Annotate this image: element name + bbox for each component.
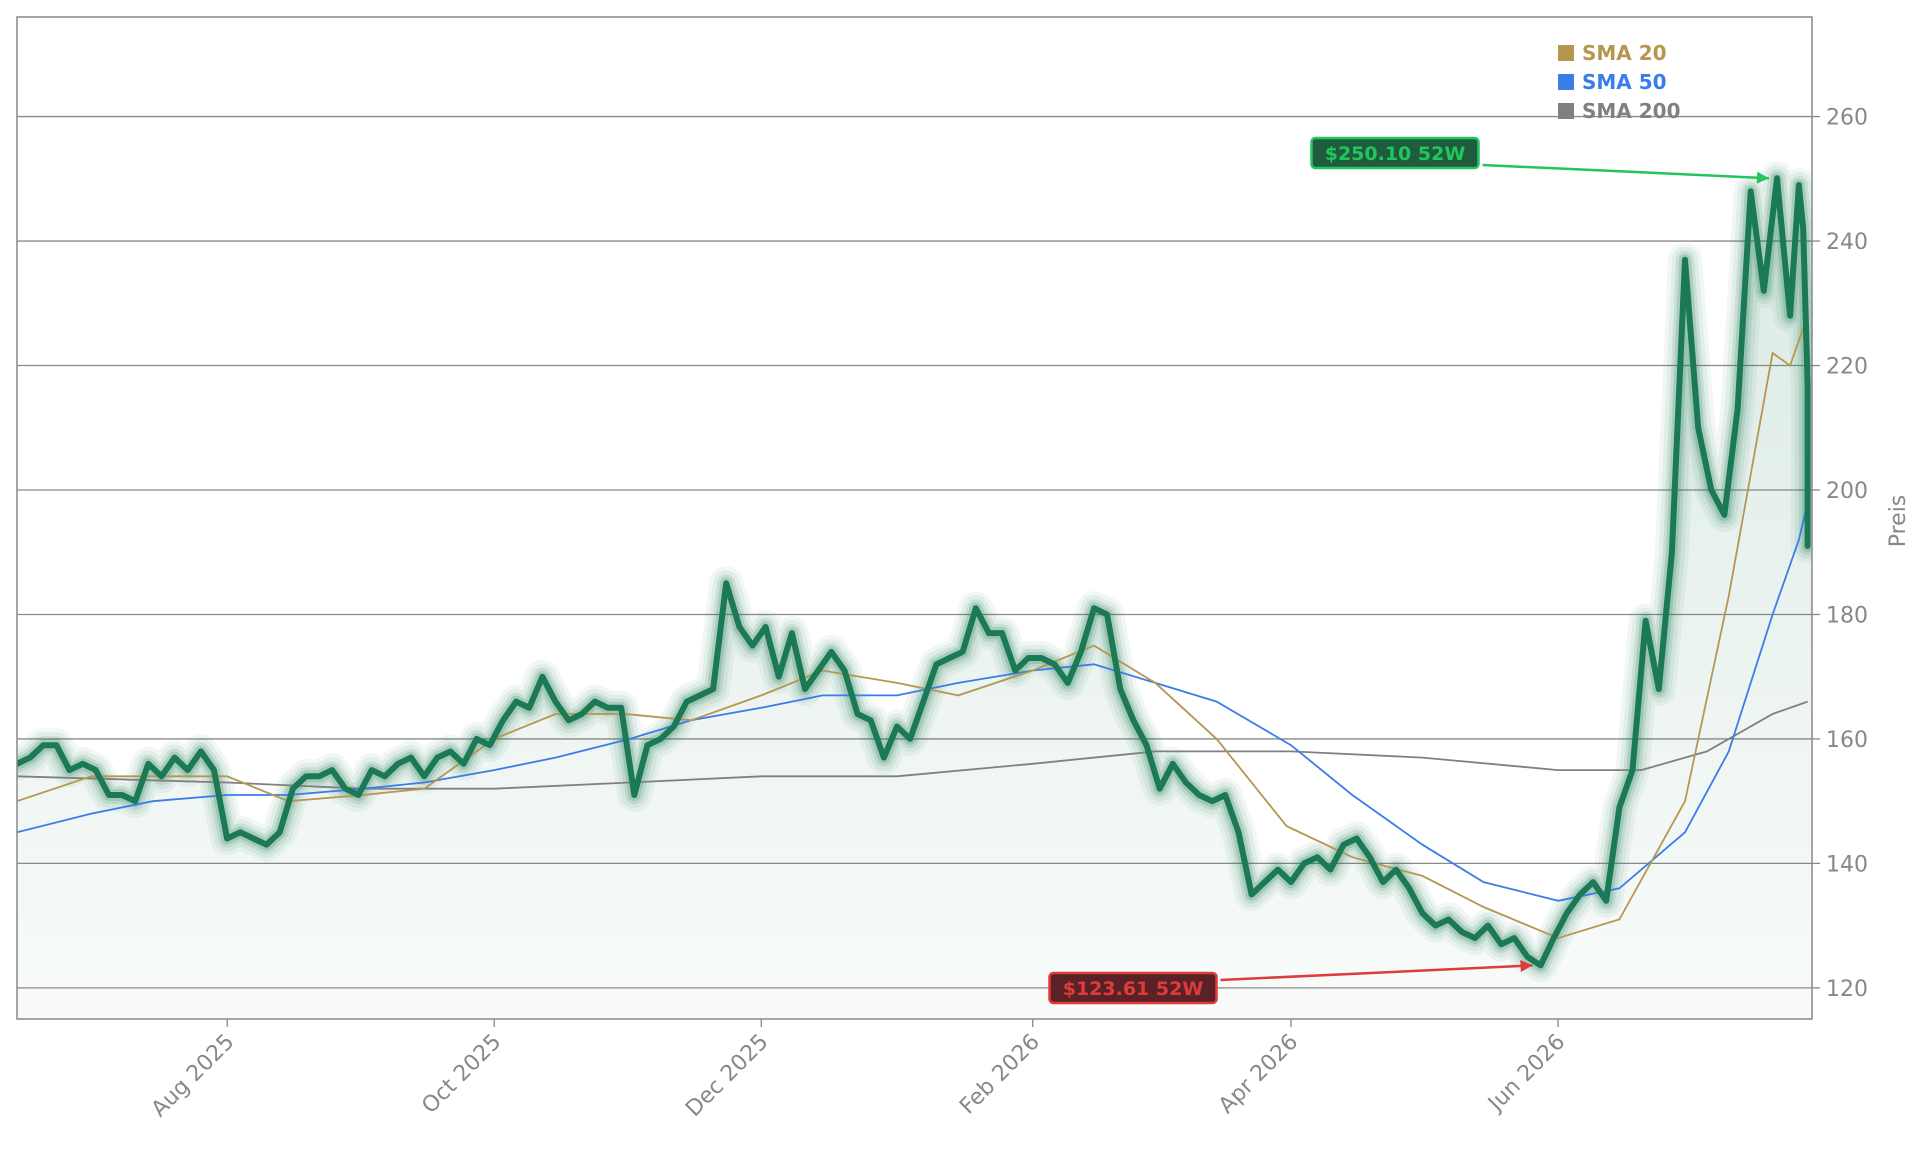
y-tick-label: 260 (1826, 106, 1868, 131)
legend-swatch (1558, 74, 1574, 90)
annotation-arrow (1220, 964, 1533, 982)
annotation-label: $250.10 52W (1325, 143, 1466, 165)
high-annotation: $250.10 52W (1310, 136, 1770, 184)
x-tick-label: Apr 2026 (1214, 1030, 1303, 1119)
plot-frame (16, 16, 1813, 1020)
legend-swatch (1558, 45, 1574, 61)
legend-label: SMA 200 (1582, 99, 1681, 123)
y-tick-label: 220 (1826, 355, 1868, 380)
y-tick-label: 120 (1826, 977, 1868, 1002)
y-tick-label: 180 (1826, 603, 1868, 628)
annotation-box (1048, 971, 1218, 1005)
annotation-arrowhead (1520, 959, 1533, 972)
annotation-label: $123.61 52W (1063, 978, 1204, 1000)
price-area (17, 178, 1812, 1019)
annotation-arrowhead (1756, 171, 1769, 184)
x-tick-label: Jun 2026 (1482, 1030, 1570, 1118)
sma200-line (17, 700, 1808, 790)
low-annotation: $123.61 52W (1048, 959, 1533, 1005)
annotation-arrow (1482, 163, 1770, 180)
legend-swatch (1558, 103, 1574, 119)
y-tick-label: 200 (1826, 479, 1868, 504)
price-line (17, 175, 1811, 969)
y-tick-label: 140 (1826, 852, 1868, 877)
x-tick-label: Oct 2025 (417, 1030, 506, 1119)
y-tick-label: 160 (1826, 728, 1868, 753)
legend-label: SMA 20 (1582, 41, 1667, 65)
legend: SMA 20 SMA 50 SMA 200 (1558, 41, 1681, 123)
x-tick-label: Dec 2025 (681, 1030, 773, 1122)
y-axis-title: Preis (1886, 495, 1911, 548)
y-tick-label: 240 (1826, 230, 1868, 255)
x-tick-label: Aug 2025 (147, 1030, 240, 1123)
sma20-line (17, 327, 1809, 940)
legend-label: SMA 50 (1582, 70, 1667, 94)
x-tick-label: Feb 2026 (955, 1030, 1045, 1120)
annotation-box (1310, 136, 1480, 170)
